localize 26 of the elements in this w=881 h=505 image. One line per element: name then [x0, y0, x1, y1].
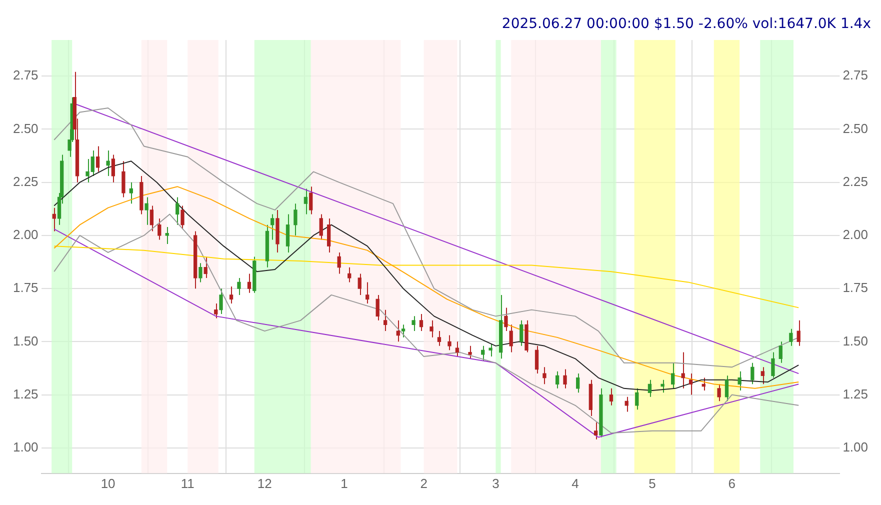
y-tick-label: 1.50 — [12, 333, 38, 348]
y-tick-label: 1.25 — [12, 386, 38, 402]
y-tick-label: 2.75 — [12, 68, 38, 83]
x-tick-label: 11 — [180, 476, 194, 491]
x-tick-label: 10 — [100, 476, 116, 491]
x-tick-label: 2 — [420, 476, 428, 491]
x-tick-label: 6 — [728, 476, 736, 491]
y2-tick-label: 1.25 — [842, 386, 868, 402]
y2-tick-label: 2.25 — [842, 174, 868, 189]
y2-tick-label: 1.75 — [842, 280, 868, 296]
y2-tick-label: 2.00 — [842, 227, 868, 242]
y-tick-label: 2.50 — [12, 120, 38, 136]
x-tick-label: 12 — [257, 476, 272, 491]
chart-title: 2025.06.27 00:00:00 $1.50 -2.60% vol:1647.0K 1.4x — [502, 16, 871, 32]
x-tick-label: 1 — [340, 476, 348, 491]
y2-tick-label: 1.00 — [842, 439, 868, 454]
x-tick-label: 3 — [492, 476, 500, 491]
y-tick-label: 2.00 — [12, 227, 38, 242]
y-tick-label: 1.00 — [12, 439, 38, 454]
y2-tick-label: 2.75 — [842, 68, 868, 83]
x-tick-label: 5 — [648, 476, 656, 491]
y2-tick-label: 1.50 — [842, 333, 868, 348]
y2-tick-label: 2.50 — [842, 120, 868, 136]
y-tick-label: 1.75 — [12, 280, 38, 296]
y-tick-label: 2.25 — [12, 174, 38, 189]
x-tick-label: 4 — [572, 476, 579, 491]
